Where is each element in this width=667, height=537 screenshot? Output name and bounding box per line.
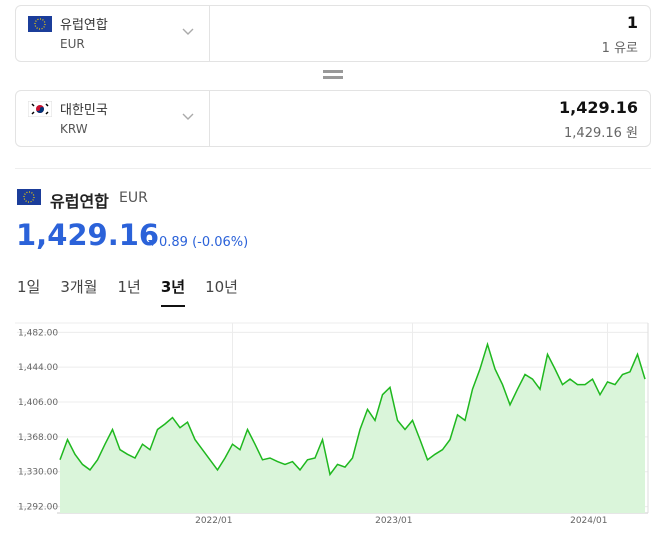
x-tick-label: 2024/01 [570, 516, 607, 526]
kr-flag [28, 101, 52, 117]
period-tab[interactable]: 1년 [117, 278, 141, 296]
amount-text: 1,429.16 원 [564, 126, 638, 141]
y-tick-label: 1,292.00 [18, 503, 58, 513]
x-tick-label: 2023/01 [375, 516, 412, 526]
currency-code: EUR [60, 37, 85, 51]
period-tabs: 1일 3개월 1년 3년 10년 [17, 276, 258, 307]
y-tick-label: 1,368.00 [18, 433, 58, 443]
line [59, 341, 646, 477]
to-currency: 대한민국 KRW 1,429.16 1,429.16 원 [15, 90, 651, 147]
amount[interactable]: 1,429.16 [559, 98, 638, 117]
amount-text: 1 유로 [601, 41, 638, 56]
y-tick-label: 1,482.00 [18, 328, 58, 338]
currency-code: EUR [119, 190, 148, 206]
currency-code: KRW [60, 122, 88, 136]
divider [15, 168, 651, 169]
currency-name: 유럽연합 [60, 18, 108, 33]
change: 0.89 (-0.06%) [159, 235, 249, 250]
currency-select[interactable]: 대한민국 KRW [16, 91, 210, 146]
amount[interactable]: 1 [626, 13, 638, 32]
period-tab[interactable]: 10년 [205, 278, 238, 296]
y-tick-label: 1,444.00 [18, 363, 58, 373]
period-tab[interactable]: 1일 [17, 278, 41, 296]
currency-name: 대한민국 [60, 103, 108, 118]
chart: 1,292.00 1,330.00 1,368.00 1,406.00 1,444.00… [15, 322, 649, 526]
equals-icon [323, 70, 343, 79]
chevron [182, 28, 194, 35]
currency-select[interactable]: 유럽연합 EUR [16, 6, 210, 61]
from-currency: 유럽연합 EUR 1 1 유로 [15, 5, 651, 62]
y-tick-label: 1,330.00 [18, 468, 58, 478]
period-tab[interactable]: 3년 [160, 276, 186, 307]
area [60, 344, 645, 513]
down-arrow [148, 240, 157, 246]
eu-flag [17, 189, 41, 205]
currency-name: 유럽연합 [50, 192, 109, 211]
x-tick-label: 2022/01 [195, 516, 232, 526]
eu-flag [28, 16, 52, 32]
period-tab[interactable]: 3개월 [60, 278, 98, 296]
rate: 1,429.16 [16, 218, 160, 252]
y-tick-label: 1,406.00 [18, 398, 58, 408]
chevron [182, 113, 194, 120]
